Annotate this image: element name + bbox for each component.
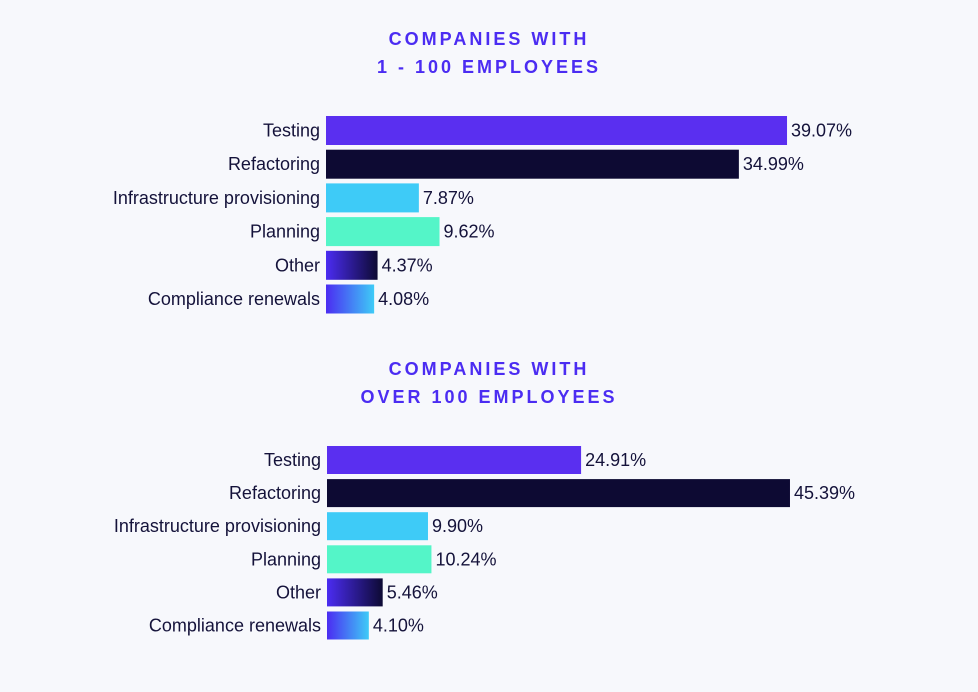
category-label-testing: Testing xyxy=(264,450,321,470)
value-label-other: 5.46% xyxy=(387,582,438,602)
bar-other xyxy=(327,578,383,607)
category-label-infrastructure-provisioning: Infrastructure provisioning xyxy=(113,188,320,208)
category-label-planning: Planning xyxy=(251,549,321,569)
bar-testing xyxy=(327,446,582,474)
bar-planning xyxy=(326,217,440,247)
bar-refactoring xyxy=(327,479,790,508)
value-label-testing: 39.07% xyxy=(791,121,852,141)
bar-compliance-renewals xyxy=(326,284,375,314)
value-label-testing: 24.91% xyxy=(585,450,646,470)
category-label-testing: Testing xyxy=(263,121,320,141)
value-label-planning: 9.62% xyxy=(444,222,495,242)
value-label-compliance-renewals: 4.08% xyxy=(378,289,429,309)
bar-planning xyxy=(327,545,432,574)
chart-title-2-line-2: OVER 100 EMPLOYEES xyxy=(360,387,618,407)
chart-2-bars: Testing 24.91% Refactoring 45.39% Infrastruc… xyxy=(114,446,855,640)
category-label-planning: Planning xyxy=(250,222,320,242)
bar-other xyxy=(326,250,378,280)
value-label-compliance-renewals: 4.10% xyxy=(373,616,424,636)
value-label-infrastructure-provisioning: 9.90% xyxy=(432,516,483,536)
category-label-refactoring: Refactoring xyxy=(229,483,321,503)
chart-1-bars: Testing 39.07% Refactoring 34.99% Infrastruc… xyxy=(113,116,852,314)
chart-title-2: COMPANIES WITH OVER 100 EMPLOYEES xyxy=(0,355,978,411)
value-label-infrastructure-provisioning: 7.87% xyxy=(423,188,474,208)
bar-compliance-renewals xyxy=(327,611,369,640)
category-label-refactoring: Refactoring xyxy=(228,154,320,174)
chart-title-1-line-1: COMPANIES WITH xyxy=(388,29,590,49)
bar-testing xyxy=(326,116,788,145)
category-label-infrastructure-provisioning: Infrastructure provisioning xyxy=(114,516,321,536)
value-label-other: 4.37% xyxy=(382,255,433,275)
chart-title-1-line-2: 1 - 100 EMPLOYEES xyxy=(376,57,602,77)
bar-infrastructure-provisioning xyxy=(326,183,419,213)
bar-refactoring xyxy=(326,149,739,179)
chart-title-1: COMPANIES WITH 1 - 100 EMPLOYEES xyxy=(0,25,978,81)
category-label-compliance-renewals: Compliance renewals xyxy=(148,289,320,309)
category-label-other: Other xyxy=(276,582,321,602)
value-label-refactoring: 34.99% xyxy=(743,154,804,174)
chart-title-2-line-1: COMPANIES WITH xyxy=(388,359,590,379)
value-label-refactoring: 45.39% xyxy=(794,483,855,503)
category-label-other: Other xyxy=(275,255,320,275)
value-label-planning: 10.24% xyxy=(435,549,496,569)
bar-infrastructure-provisioning xyxy=(327,512,428,541)
category-label-compliance-renewals: Compliance renewals xyxy=(149,616,321,636)
